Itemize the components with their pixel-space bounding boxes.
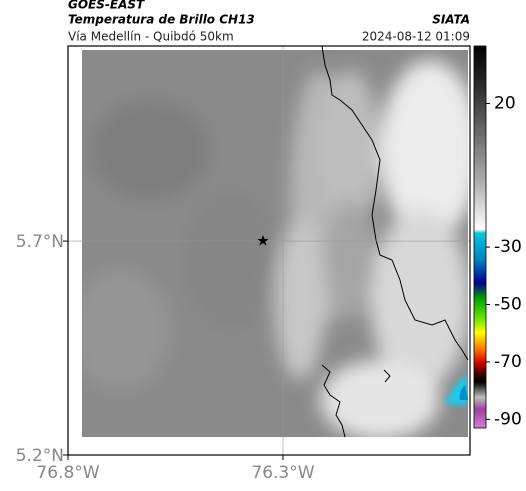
satellite-image [82, 50, 468, 437]
colorbar [473, 45, 487, 429]
route: Vía Medellín - Quibdó 50km [68, 30, 234, 44]
colorbar-tick-label: 20 [494, 93, 516, 113]
location-star [257, 235, 269, 246]
source: SIATA [432, 13, 470, 27]
colorbar-tick-label: -30 [494, 237, 522, 257]
lat-tick-label: 5.2°N [16, 446, 64, 466]
map-frame [67, 45, 471, 456]
subtitle: Temperatura de Brillo CH13 [68, 13, 255, 27]
lat-tick-label: 5.7°N [16, 232, 64, 252]
borders [321, 45, 469, 438]
timestamp: 2024-08-12 01:09 [362, 30, 470, 44]
lon-tick-label: 76.8°W [36, 463, 99, 483]
colorbar-tick-label: -90 [494, 409, 522, 429]
colorbar-tick-label: -50 [494, 294, 522, 314]
lon-tick-label: 76.3°W [251, 463, 314, 483]
title: GOES-EAST [68, 0, 145, 12]
colorbar-tick-label: -70 [494, 352, 522, 372]
